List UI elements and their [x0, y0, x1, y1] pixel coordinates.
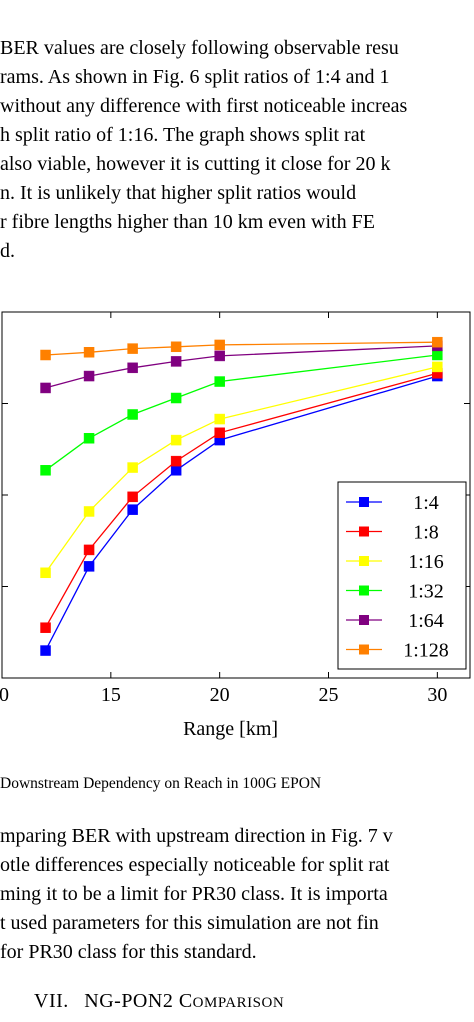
- text-line: BER values are closely following observa…: [0, 37, 399, 59]
- data-point: [40, 622, 51, 633]
- legend-entry: 1:8: [346, 522, 439, 544]
- data-point: [40, 567, 51, 579]
- data-point: [127, 343, 138, 354]
- data-point: [40, 465, 51, 476]
- data-point: [127, 362, 138, 374]
- x-tick-label: 25: [319, 684, 339, 706]
- data-point: [214, 427, 225, 439]
- data-point: [214, 376, 225, 387]
- data-point: [432, 361, 443, 373]
- series-line: [45, 345, 438, 389]
- section-heading: VII. NG-PON2 COMPARISON: [34, 990, 284, 1013]
- legend-marker: [359, 526, 369, 537]
- text-line: ming it to be a limit for PR30 class. It…: [0, 883, 388, 905]
- series-1-8: [40, 368, 443, 633]
- x-tick-label: 15: [101, 684, 121, 706]
- legend-label: 1:32: [408, 581, 444, 603]
- data-point: [83, 561, 95, 572]
- series-1-32: [40, 349, 443, 476]
- legend-label: 1:128: [403, 640, 449, 662]
- data-point: [170, 465, 182, 476]
- data-point: [214, 339, 225, 351]
- series-line: [45, 341, 438, 356]
- data-point: [127, 462, 138, 473]
- series-line: [44, 372, 438, 629]
- data-point: [432, 349, 443, 361]
- figure-caption: Downstream Dependency on Reach in 100G E…: [0, 775, 322, 792]
- text-line: r fibre lengths higher than 10 km even w…: [0, 211, 375, 233]
- data-point: [83, 506, 95, 517]
- series-1-128: [40, 336, 443, 361]
- data-point: [83, 370, 95, 382]
- legend-box: [337, 481, 467, 670]
- data-point: [170, 341, 182, 353]
- text-line: d.: [0, 240, 15, 262]
- chart-axes: 0 15 20 25 30 Range [km]: [0, 311, 471, 740]
- data-point: [170, 455, 182, 467]
- text-line: without any difference with first notice…: [0, 95, 408, 117]
- data-point: [170, 392, 182, 404]
- section-title: NG-PON2 COMPARISON: [84, 990, 285, 1012]
- legend-entry: 1:128: [346, 640, 449, 662]
- text-line: mparing BER with upstream direction in F…: [0, 825, 393, 847]
- legend-marker: [359, 497, 369, 507]
- x-tick-label: 30: [427, 684, 447, 706]
- legend-label: 1:4: [413, 492, 439, 514]
- series-1-4: [40, 370, 443, 656]
- series-line: [44, 366, 438, 574]
- text-line: for PR30 class for this standard.: [0, 941, 257, 963]
- legend-marker: [359, 585, 369, 596]
- data-point: [127, 491, 138, 503]
- data-point: [214, 413, 225, 425]
- series-line: [45, 354, 438, 471]
- data-point: [83, 347, 95, 358]
- data-point: [214, 350, 225, 362]
- text-line: h split ratio of 1:16. The graph shows s…: [0, 124, 366, 146]
- text-line: t used parameters for this simulation ar…: [0, 912, 379, 934]
- legend-entry: 1:4: [346, 492, 439, 514]
- data-point: [170, 434, 182, 446]
- x-tick-label: 0: [0, 684, 9, 706]
- chart-series: [40, 336, 443, 656]
- text-line: otle differences especially noticeable f…: [0, 854, 390, 876]
- data-point: [432, 336, 443, 348]
- data-point: [127, 504, 138, 515]
- legend-entry: 1:32: [346, 581, 444, 603]
- data-point: [83, 433, 95, 444]
- chart-legend: 1:4 1:8 1:16 1:32 1:64 1:128: [337, 481, 467, 670]
- section-number: VII.: [34, 990, 69, 1012]
- data-point: [170, 356, 182, 367]
- legend-label: 1:64: [408, 610, 444, 632]
- x-tick-label: 20: [210, 684, 230, 706]
- data-point: [127, 409, 138, 420]
- data-point: [40, 349, 51, 361]
- legend-marker: [359, 556, 369, 566]
- series-1-16: [40, 361, 443, 579]
- legend-entry: 1:64: [346, 610, 444, 632]
- data-point: [40, 645, 51, 656]
- x-axis-label: Range [km]: [183, 718, 278, 740]
- text-line: rams. As shown in Fig. 6 split ratios of…: [0, 66, 390, 88]
- legend-entry: 1:16: [346, 551, 444, 573]
- data-point: [40, 382, 51, 394]
- legend-marker: [359, 615, 369, 625]
- series-line: [44, 375, 438, 651]
- text-line: n. It is unlikely that higher split rati…: [0, 182, 357, 204]
- legend-marker: [359, 644, 369, 655]
- series-1-64: [40, 340, 443, 394]
- legend-label: 1:16: [408, 551, 444, 573]
- data-point: [83, 544, 95, 556]
- text-line: also viable, however it is cutting it cl…: [0, 153, 391, 175]
- legend-label: 1:8: [413, 522, 439, 544]
